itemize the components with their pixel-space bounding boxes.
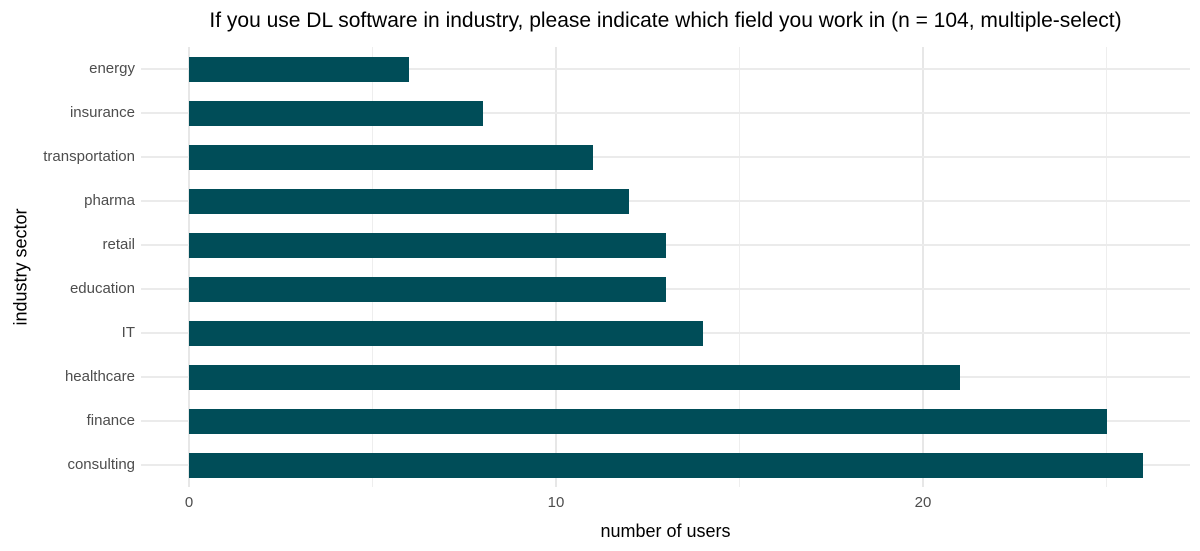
gridline-x-major (922, 47, 924, 487)
chart-title: If you use DL software in industry, plea… (209, 9, 1122, 32)
gridline-y-major (141, 156, 1190, 158)
gridline-x-major (555, 47, 557, 487)
plot-panel (141, 47, 1190, 487)
gridline-x-major (188, 47, 190, 487)
y-tick-label: retail (102, 236, 135, 253)
gridline-x-minor (739, 47, 740, 487)
gridline-y-major (141, 112, 1190, 114)
bar-healthcare (189, 364, 960, 390)
y-tick-label: finance (86, 412, 135, 429)
x-tick-label: 10 (547, 494, 565, 511)
gridline-x-minor (372, 47, 373, 487)
bar-retail (189, 232, 667, 258)
bar-transportation (189, 144, 593, 170)
y-axis-title: industry sector (10, 208, 31, 326)
y-tick-label: consulting (67, 456, 135, 473)
y-tick-label: pharma (84, 192, 135, 209)
x-tick-label: 0 (184, 494, 194, 511)
y-tick-label: energy (89, 60, 135, 77)
y-tick-label: insurance (69, 104, 135, 121)
bar-consulting (189, 452, 1144, 478)
bar-finance (189, 408, 1107, 434)
bar-energy (189, 56, 410, 82)
y-tick-label: transportation (43, 148, 135, 165)
gridline-y-major (141, 200, 1190, 202)
bar-education (189, 276, 667, 302)
gridline-y-major (141, 68, 1190, 70)
y-tick-label: education (69, 280, 135, 297)
bar-pharma (189, 188, 630, 214)
bar-IT (189, 320, 703, 346)
bar-insurance (189, 100, 483, 126)
x-tick-label: 20 (914, 494, 932, 511)
gridline-x-minor (1106, 47, 1107, 487)
y-tick-label: healthcare (64, 368, 135, 385)
y-tick-label: IT (121, 324, 135, 341)
x-axis-title: number of users (600, 521, 731, 541)
